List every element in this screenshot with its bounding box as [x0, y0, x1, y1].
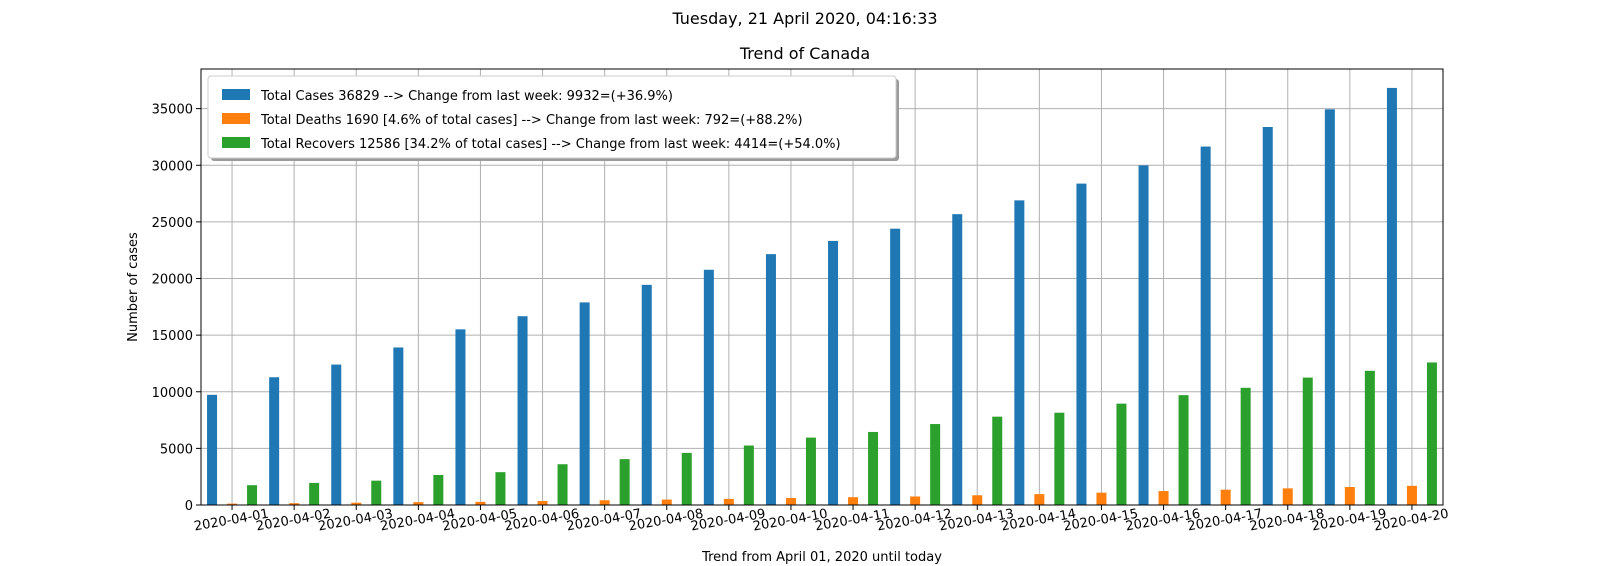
bar-series-1: [1220, 489, 1231, 505]
bar-series-0: [890, 228, 901, 505]
bars: [207, 87, 1437, 506]
bar-series-1: [723, 498, 734, 505]
bar-series-1: [785, 497, 796, 505]
bar-series-2: [371, 480, 382, 505]
legend-swatch-1: [222, 113, 250, 124]
bar-series-2: [1426, 362, 1437, 505]
bar-series-0: [579, 302, 590, 505]
bar-series-2: [309, 482, 320, 505]
bar-series-2: [433, 474, 444, 505]
y-tick-label: 10000: [152, 386, 193, 401]
plot-frame: [200, 68, 1444, 506]
legend-entry-2: Total Recovers 12586 [34.2% of total cas…: [260, 137, 841, 152]
bar-series-0: [765, 254, 776, 505]
bar-series-1: [972, 495, 983, 505]
bar-series-2: [930, 424, 941, 505]
y-axis-ticks: 0 5000 10000 15000 20000 25000 30000 35000: [152, 103, 201, 514]
legend-swatch-0: [222, 89, 250, 100]
bar-series-0: [1386, 87, 1397, 506]
bar-series-2: [1116, 403, 1127, 505]
bar-series-1: [910, 496, 921, 505]
bar-series-0: [828, 240, 839, 505]
y-tick-label: 25000: [152, 216, 193, 231]
y-tick-label: 15000: [152, 329, 193, 344]
x-axis-ticks: 2020-04-012020-04-022020-04-032020-04-04…: [193, 505, 1450, 534]
bar-series-0: [1138, 165, 1149, 505]
y-tick-label: 30000: [152, 159, 193, 174]
bar-series-1: [475, 501, 486, 505]
bar-series-2: [495, 472, 506, 505]
bar-series-1: [1158, 491, 1169, 505]
bar-series-0: [1262, 126, 1273, 506]
bar-series-0: [1200, 146, 1211, 505]
bar-series-2: [1178, 395, 1189, 505]
suptitle: Tuesday, 21 April 2020, 04:16:33: [671, 9, 937, 28]
bar-series-2: [743, 445, 754, 505]
bar-series-0: [207, 394, 218, 505]
bar-series-0: [1324, 109, 1335, 505]
legend-swatch-2: [222, 137, 250, 148]
bar-series-0: [1014, 200, 1025, 506]
y-tick-label: 20000: [152, 273, 193, 288]
bar-series-0: [517, 316, 528, 505]
bar-series-0: [703, 269, 714, 505]
legend-entry-1: Total Deaths 1690 [4.6% of total cases] …: [260, 113, 803, 128]
bar-series-0: [1076, 183, 1087, 505]
legend-box: [207, 75, 897, 159]
bar-series-2: [1240, 387, 1251, 505]
bar-series-1: [537, 501, 548, 505]
bar-series-2: [1054, 412, 1065, 505]
bar-series-1: [1282, 488, 1293, 505]
bar-series-2: [1302, 377, 1313, 505]
bar-series-1: [227, 503, 238, 505]
bar-series-1: [1344, 486, 1355, 505]
y-axis-label: Number of cases: [126, 232, 141, 342]
bar-series-2: [619, 459, 630, 505]
bar-series-2: [247, 485, 258, 505]
bar-series-2: [805, 437, 816, 505]
y-tick-label: 5000: [160, 442, 193, 457]
bar-series-2: [992, 416, 1003, 505]
bar-series-0: [269, 377, 280, 505]
bar-series-1: [599, 500, 610, 505]
bar-series-1: [289, 503, 300, 505]
bar-series-0: [641, 284, 652, 505]
chart-title: Trend of Canada: [739, 44, 870, 63]
bar-series-0: [952, 214, 963, 505]
legend-entry-0: Total Cases 36829 --> Change from last w…: [260, 89, 673, 104]
y-tick-label: 0: [185, 499, 193, 514]
y-tick-label: 35000: [152, 103, 193, 118]
bar-series-1: [1096, 492, 1107, 505]
bar-series-1: [848, 497, 859, 505]
bar-series-0: [331, 364, 342, 505]
legend: Total Cases 36829 --> Change from last w…: [207, 75, 899, 161]
bar-series-1: [1034, 494, 1045, 505]
bar-series-2: [681, 452, 692, 505]
bar-series-0: [393, 347, 404, 505]
bar-series-0: [455, 329, 466, 505]
bar-series-2: [557, 464, 568, 505]
x-axis-label: Trend from April 01, 2020 until today: [701, 550, 942, 565]
bar-series-1: [1406, 485, 1417, 505]
bar-series-2: [868, 431, 879, 505]
bar-series-1: [661, 499, 672, 505]
bar-series-1: [351, 502, 362, 505]
bar-series-2: [1364, 370, 1375, 505]
bar-series-1: [413, 502, 424, 505]
